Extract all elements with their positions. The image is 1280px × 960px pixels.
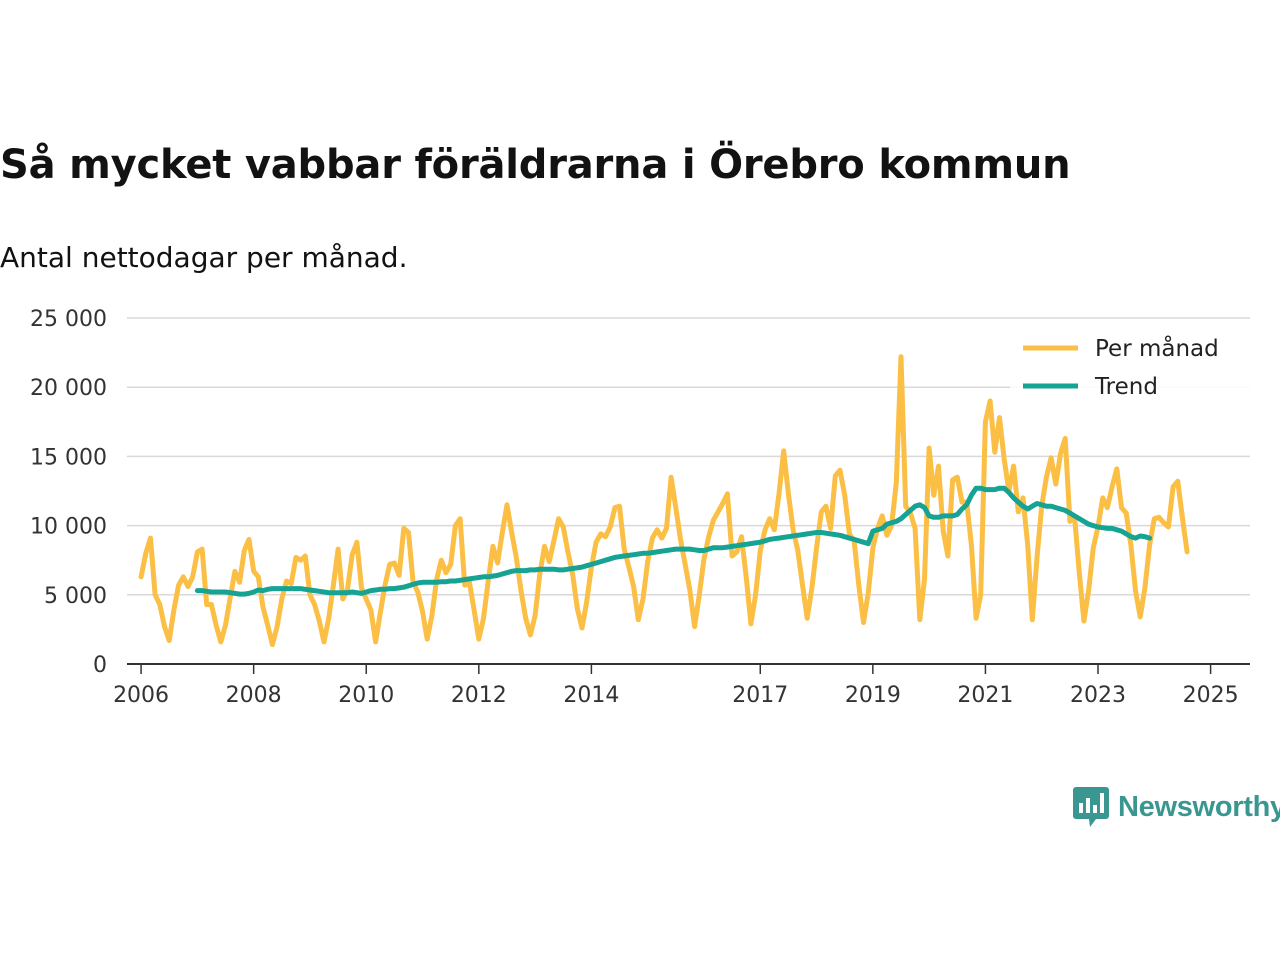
x-tick-label: 2023 [1070, 683, 1126, 708]
series-line-trend [194, 485, 1153, 597]
legend-label: Per månad [1095, 334, 1219, 362]
legend-label: Trend [1094, 374, 1158, 400]
series-line-per-manad [138, 354, 1190, 648]
x-tick-label: 2025 [1183, 683, 1239, 708]
x-tick-label: 2006 [113, 683, 169, 708]
series-lines [138, 354, 1190, 648]
x-axis: 2006 2008 2010 2012 2014 2017 2019 2021 2023 2025 [113, 663, 1250, 708]
y-tick-label: 15 000 [30, 445, 107, 470]
y-tick-label: 0 [93, 653, 107, 678]
brand-name: Newsworthy [1118, 790, 1280, 823]
x-tick-label: 2010 [338, 683, 394, 708]
x-tick-label: 2017 [732, 683, 788, 708]
x-tick-label: 2019 [845, 683, 901, 708]
y-tick-label: 10 000 [30, 515, 107, 540]
chart-title: Så mycket vabbar föräldrarna i Örebro ko… [0, 142, 1071, 188]
y-axis-ticks: 0 5 000 10 000 15 000 20 000 25 000 [30, 307, 107, 678]
legend-background [1010, 326, 1250, 408]
x-tick-label: 2008 [226, 683, 282, 708]
y-tick-label: 5 000 [44, 584, 107, 609]
chart-subtitle: Antal nettodagar per månad. [0, 241, 408, 274]
legend: Per månad Trend [1010, 326, 1250, 408]
y-tick-label: 25 000 [30, 307, 107, 332]
y-tick-label: 20 000 [30, 376, 107, 401]
newsworthy-brand[interactable]: Newsworthy [1072, 785, 1280, 829]
x-tick-label: 2021 [957, 683, 1013, 708]
newsworthy-logo-icon [1073, 787, 1109, 827]
x-tick-label: 2014 [563, 683, 619, 708]
x-tick-label: 2012 [451, 683, 507, 708]
